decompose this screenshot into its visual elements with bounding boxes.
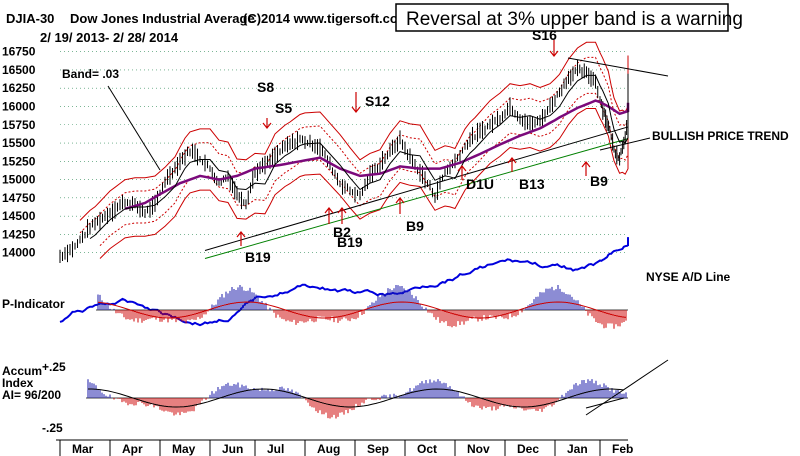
ma-long-line (124, 99, 630, 211)
annotation-b9-a: B9 (406, 218, 424, 234)
moving-averages (89, 74, 630, 240)
annotation-b19-b: B19 (337, 234, 363, 250)
ma-short-line (89, 74, 629, 240)
accum-ma (88, 388, 625, 408)
y-tick-label: 16000 (2, 99, 36, 113)
y-tick-label: 16500 (2, 63, 36, 77)
signal-arrows (236, 40, 591, 246)
trend-label: BULLISH PRICE TREND (652, 129, 789, 143)
ad-line (59, 237, 629, 327)
annotation-b19-a: B19 (245, 249, 271, 265)
signal-arrowhead (549, 50, 559, 57)
accum-trend-line (585, 359, 669, 416)
month-label: Aug (317, 442, 340, 456)
y-tick-label: 14250 (2, 227, 36, 241)
band-pointer-line (107, 85, 161, 171)
signal-arrowhead (236, 231, 246, 238)
band-label: Band= .03 (62, 67, 119, 81)
y-tick-label: 16750 (2, 45, 36, 59)
month-label: Jun (222, 442, 243, 456)
lower-band (99, 108, 629, 259)
accum-support-line (585, 397, 625, 409)
month-label: Jul (267, 442, 284, 456)
chart-index-name: Dow Jones Industrial Average (70, 11, 255, 26)
accum-label-2: Index (2, 376, 34, 390)
month-label: Jan (567, 442, 588, 456)
y-tick-label: 14000 (2, 246, 36, 260)
annotation-s12: S12 (365, 93, 390, 109)
accum-label-1: Accum (2, 364, 42, 378)
y-tick-label: 15000 (2, 173, 36, 187)
y-tick-label: 14750 (2, 191, 36, 205)
chart-source: (C)2014 www.tigersoft.com (243, 11, 409, 26)
p-indicator-label: P-Indicator (2, 297, 65, 311)
month-label: May (172, 442, 196, 456)
annotation-s5: S5 (275, 100, 292, 116)
ad-line-path (59, 237, 629, 327)
month-label: Oct (417, 442, 437, 456)
month-label: Dec (517, 442, 539, 456)
chart-date-range: 2/ 19/ 2013- 2/ 28/ 2014 (40, 30, 179, 45)
accum-label-3: AI= 96/200 (2, 388, 61, 402)
month-label: Sep (367, 442, 389, 456)
callout-box (395, 3, 729, 32)
accum-index-panel (86, 359, 669, 419)
signal-arrowhead (395, 197, 405, 204)
accum-top-tick: +.25 (42, 360, 66, 374)
annotation-b9-b: B9 (590, 173, 608, 189)
callout-text: Reversal at 3% upper band is a warning (406, 9, 743, 30)
signal-arrowhead (507, 157, 517, 164)
annotation-s16: S16 (532, 27, 557, 43)
ad-line-label: NYSE A/D Line (646, 270, 731, 284)
green-trendline (204, 138, 629, 260)
trend-lines (107, 57, 669, 260)
p-indicator-panel (96, 284, 628, 329)
month-label: Feb (612, 442, 633, 456)
price-grid (60, 51, 628, 253)
annotation-d1u: D1U (466, 176, 494, 192)
month-label: Nov (467, 442, 490, 456)
month-label: Mar (72, 442, 94, 456)
signal-arrowhead (337, 207, 347, 214)
annotation-b2: B2 (333, 224, 351, 240)
y-tick-label: 14500 (2, 209, 36, 223)
month-axis: Mar Apr May Jun Jul Aug Sep Oct Nov Dec Jan Feb (56, 439, 633, 456)
y-tick-label: 15250 (2, 154, 36, 168)
y-tick-label: 15500 (2, 136, 36, 150)
signal-arrowhead (262, 122, 272, 129)
y-tick-label: 15750 (2, 118, 36, 132)
month-label: Apr (122, 442, 143, 456)
support-trendline (204, 126, 629, 251)
y-tick-label: 16250 (2, 81, 36, 95)
annotation-s8: S8 (257, 79, 274, 95)
resistance-line (567, 57, 669, 77)
annotation-b13: B13 (519, 176, 545, 192)
signal-arrowhead (351, 106, 361, 113)
p-indicator-ma (97, 301, 627, 319)
y-tick-labels: 14000 14250 14500 14750 15000 15250 15500 15750… (2, 45, 36, 260)
chart-symbol: DJIA-30 (6, 11, 54, 26)
accum-bottom-tick: -.25 (42, 421, 63, 435)
signal-arrowhead (324, 207, 334, 214)
signal-arrowhead (581, 161, 591, 168)
upper-band (79, 41, 629, 221)
signal-arrowhead (457, 165, 467, 172)
